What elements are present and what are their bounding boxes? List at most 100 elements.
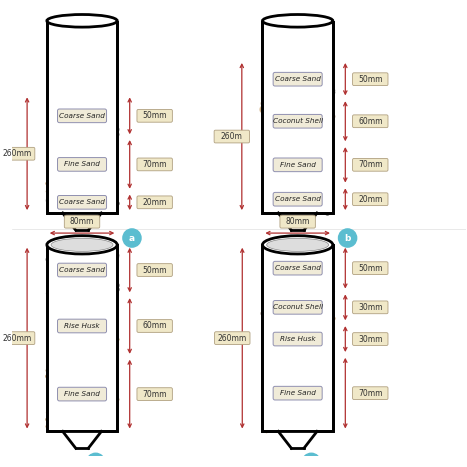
FancyBboxPatch shape <box>0 332 35 345</box>
Text: 20mm: 20mm <box>142 198 167 207</box>
FancyBboxPatch shape <box>137 196 172 209</box>
FancyBboxPatch shape <box>353 193 388 205</box>
FancyBboxPatch shape <box>137 319 172 333</box>
FancyBboxPatch shape <box>64 215 100 228</box>
Circle shape <box>339 229 357 247</box>
Bar <box>262 22 333 213</box>
Bar <box>47 245 117 295</box>
Text: 70mm: 70mm <box>142 389 167 399</box>
FancyBboxPatch shape <box>353 387 388 400</box>
FancyBboxPatch shape <box>57 387 106 401</box>
Ellipse shape <box>51 238 113 251</box>
Bar <box>262 245 333 432</box>
FancyBboxPatch shape <box>353 115 388 127</box>
Text: 260mm: 260mm <box>218 333 247 343</box>
Text: 80mm: 80mm <box>70 217 94 226</box>
FancyBboxPatch shape <box>57 196 106 209</box>
Text: Fine Sand: Fine Sand <box>280 162 316 168</box>
FancyBboxPatch shape <box>57 157 106 171</box>
Ellipse shape <box>267 238 329 251</box>
Polygon shape <box>278 432 317 448</box>
Text: 70mm: 70mm <box>358 389 382 398</box>
Text: 50mm: 50mm <box>142 266 167 275</box>
FancyBboxPatch shape <box>273 192 322 206</box>
FancyBboxPatch shape <box>214 130 249 143</box>
Ellipse shape <box>262 14 333 27</box>
FancyBboxPatch shape <box>273 72 322 86</box>
Polygon shape <box>278 213 317 230</box>
Bar <box>262 144 333 185</box>
Text: a: a <box>129 234 135 242</box>
Text: 260mm: 260mm <box>2 333 32 343</box>
Ellipse shape <box>262 236 333 254</box>
FancyBboxPatch shape <box>137 264 172 276</box>
Text: Fine Sand: Fine Sand <box>280 390 316 396</box>
Text: 60mm: 60mm <box>358 117 382 126</box>
Bar <box>47 94 117 137</box>
Text: 70mm: 70mm <box>358 160 382 170</box>
Ellipse shape <box>47 14 117 27</box>
FancyBboxPatch shape <box>273 332 322 346</box>
FancyBboxPatch shape <box>353 262 388 275</box>
Text: Coarse Sand: Coarse Sand <box>275 76 320 82</box>
Bar <box>47 295 117 357</box>
Text: Rise Husk: Rise Husk <box>64 323 100 329</box>
Text: 70mm: 70mm <box>142 160 167 169</box>
Text: 20mm: 20mm <box>358 195 382 204</box>
Ellipse shape <box>47 236 117 254</box>
Bar <box>262 22 333 213</box>
Text: Coconut Shell: Coconut Shell <box>273 118 323 124</box>
Bar <box>262 245 333 432</box>
FancyBboxPatch shape <box>137 388 172 401</box>
Polygon shape <box>63 213 101 230</box>
FancyBboxPatch shape <box>57 263 106 277</box>
Text: 30mm: 30mm <box>358 334 382 344</box>
Bar <box>47 245 117 432</box>
FancyBboxPatch shape <box>0 148 35 160</box>
Text: 30mm: 30mm <box>358 303 382 312</box>
Bar <box>262 245 333 291</box>
Text: Coarse Sand: Coarse Sand <box>275 265 320 271</box>
Bar <box>47 22 117 213</box>
Bar <box>262 291 333 323</box>
Text: Coarse Sand: Coarse Sand <box>59 113 105 119</box>
Text: Fine Sand: Fine Sand <box>64 391 100 397</box>
FancyBboxPatch shape <box>353 73 388 85</box>
Text: 260mm: 260mm <box>2 149 32 158</box>
Text: b: b <box>344 234 351 242</box>
Text: 50mm: 50mm <box>358 264 382 273</box>
FancyBboxPatch shape <box>214 332 250 345</box>
Text: Coarse Sand: Coarse Sand <box>59 267 105 273</box>
FancyBboxPatch shape <box>57 319 106 333</box>
FancyBboxPatch shape <box>273 262 322 275</box>
FancyBboxPatch shape <box>273 158 322 172</box>
Circle shape <box>123 229 141 247</box>
Text: 80mm: 80mm <box>285 217 310 226</box>
FancyBboxPatch shape <box>137 158 172 171</box>
Bar <box>262 99 333 144</box>
Polygon shape <box>63 432 101 448</box>
Bar <box>47 191 117 213</box>
Text: 50mm: 50mm <box>142 111 167 120</box>
Text: Coconut Shell: Coconut Shell <box>273 304 323 311</box>
FancyBboxPatch shape <box>353 158 388 171</box>
FancyBboxPatch shape <box>273 300 322 314</box>
Text: Coarse Sand: Coarse Sand <box>275 196 320 202</box>
Bar <box>47 245 117 432</box>
Bar <box>262 355 333 432</box>
Text: Fine Sand: Fine Sand <box>64 162 100 167</box>
FancyBboxPatch shape <box>273 114 322 128</box>
Text: 260m: 260m <box>221 132 243 141</box>
Text: 50mm: 50mm <box>358 75 382 84</box>
FancyBboxPatch shape <box>273 386 322 400</box>
Bar <box>47 357 117 432</box>
Text: c: c <box>93 458 99 467</box>
Bar <box>47 137 117 191</box>
Text: d: d <box>308 458 314 467</box>
Circle shape <box>302 453 320 467</box>
Bar <box>262 323 333 355</box>
FancyBboxPatch shape <box>353 301 388 314</box>
Circle shape <box>86 453 105 467</box>
FancyBboxPatch shape <box>57 109 106 123</box>
FancyBboxPatch shape <box>137 109 172 122</box>
